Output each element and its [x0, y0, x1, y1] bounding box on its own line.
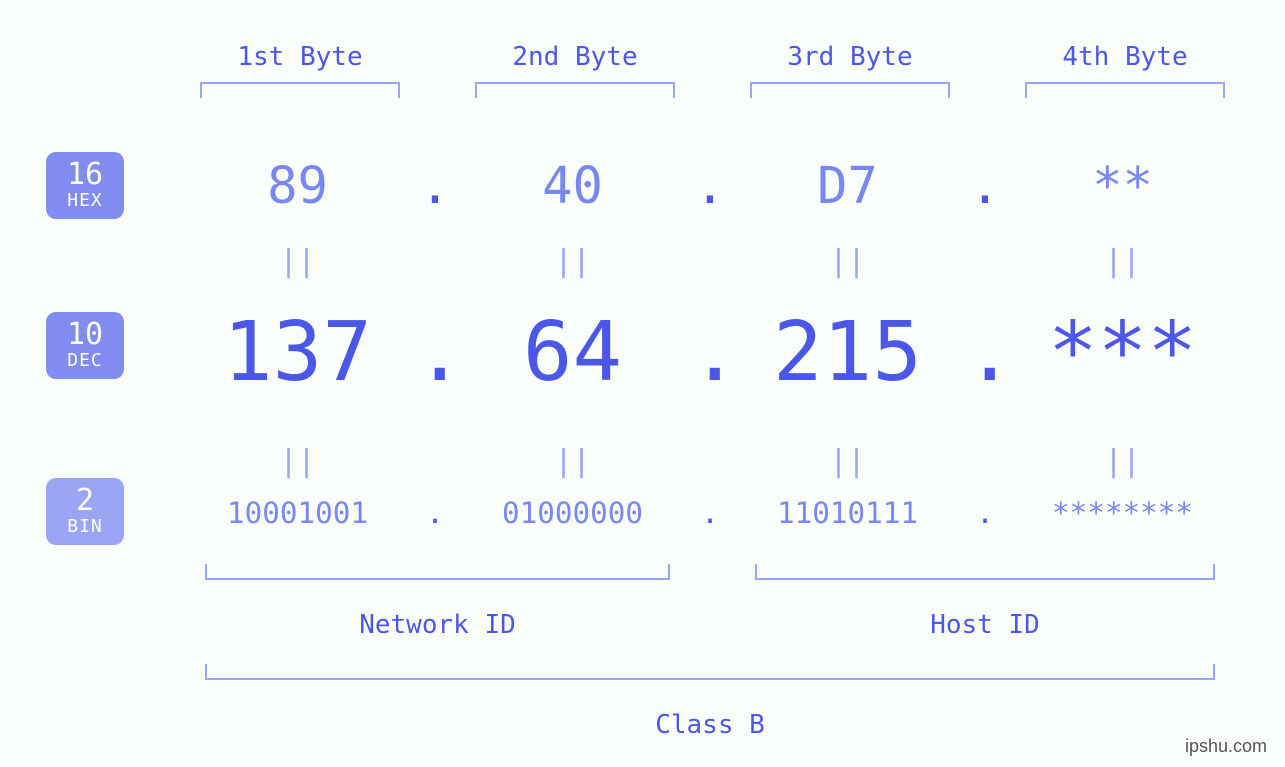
host-id-label: Host ID	[755, 610, 1215, 640]
bin-separator-1: .	[415, 496, 455, 530]
dec-badge-label: DEC	[67, 351, 103, 371]
equals-row: || || || ||	[180, 244, 1240, 279]
equals-mark: ||	[180, 444, 415, 479]
dec-byte-2: 64	[455, 304, 690, 400]
dec-byte-4: ***	[1005, 304, 1240, 400]
dec-byte-1: 137	[180, 304, 415, 400]
byte-header-1: 1st Byte	[180, 42, 420, 72]
hex-badge-base: 16	[67, 158, 103, 191]
dec-badge: 10DEC	[46, 312, 124, 379]
ip-bytes-diagram: 1st Byte 2nd Byte 3rd Byte 4th Byte 16HEX 10…	[0, 0, 1285, 767]
bin-byte-4: ********	[1005, 496, 1240, 530]
byte-header-2: 2nd Byte	[455, 42, 695, 72]
bin-badge: 2BIN	[46, 478, 124, 545]
hex-separator-1: .	[415, 156, 455, 215]
bin-badge-label: BIN	[67, 517, 103, 537]
hex-byte-4: **	[1005, 156, 1240, 215]
hex-badge-label: HEX	[67, 191, 103, 211]
dec-separator-2: .	[690, 304, 730, 400]
byte-bracket-3	[750, 82, 950, 98]
host-id-bracket	[755, 564, 1215, 580]
equals-mark: ||	[180, 244, 415, 279]
byte-bracket-4	[1025, 82, 1225, 98]
bin-byte-1: 10001001	[180, 496, 415, 530]
equals-mark: ||	[730, 244, 965, 279]
hex-badge: 16HEX	[46, 152, 124, 219]
hex-row: 89.40.D7.**	[180, 156, 1240, 215]
bin-byte-3: 11010111	[730, 496, 965, 530]
watermark: ipshu.com	[1185, 736, 1267, 757]
equals-mark: ||	[455, 244, 690, 279]
hex-byte-2: 40	[455, 156, 690, 215]
byte-header-4: 4th Byte	[1005, 42, 1245, 72]
byte-bracket-1	[200, 82, 400, 98]
class-label: Class B	[205, 710, 1215, 740]
class-bracket	[205, 664, 1215, 680]
equals-mark: ||	[1005, 444, 1240, 479]
dec-badge-base: 10	[67, 318, 103, 351]
hex-separator-3: .	[965, 156, 1005, 215]
hex-byte-3: D7	[730, 156, 965, 215]
byte-bracket-2	[475, 82, 675, 98]
network-id-label: Network ID	[205, 610, 670, 640]
equals-row: || || || ||	[180, 444, 1240, 479]
equals-mark: ||	[1005, 244, 1240, 279]
bin-separator-2: .	[690, 496, 730, 530]
bin-row: 10001001.01000000.11010111.********	[180, 496, 1240, 530]
hex-byte-1: 89	[180, 156, 415, 215]
bin-badge-base: 2	[76, 484, 94, 517]
equals-mark: ||	[455, 444, 690, 479]
dec-row: 137.64.215.***	[180, 304, 1240, 400]
dec-separator-1: .	[415, 304, 455, 400]
network-id-bracket	[205, 564, 670, 580]
byte-header-3: 3rd Byte	[730, 42, 970, 72]
equals-mark: ||	[730, 444, 965, 479]
dec-separator-3: .	[965, 304, 1005, 400]
dec-byte-3: 215	[730, 304, 965, 400]
bin-separator-3: .	[965, 496, 1005, 530]
bin-byte-2: 01000000	[455, 496, 690, 530]
hex-separator-2: .	[690, 156, 730, 215]
